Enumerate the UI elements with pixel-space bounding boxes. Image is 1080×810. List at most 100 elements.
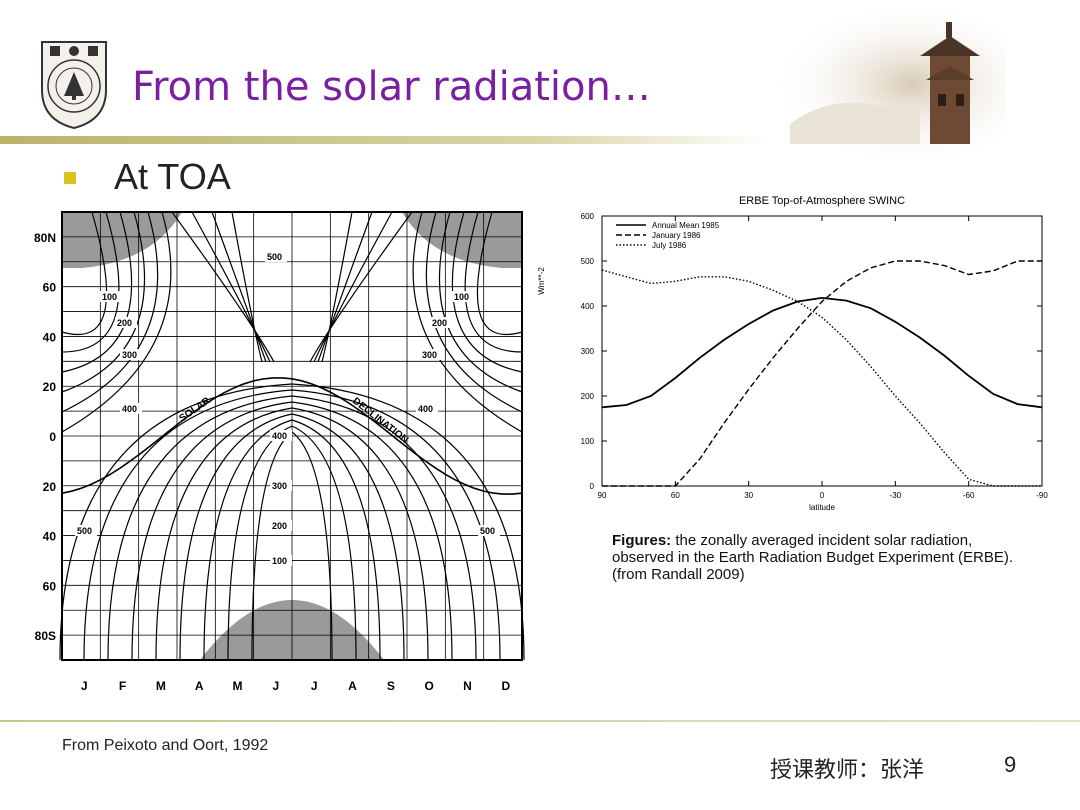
month-tick-label: J (272, 679, 279, 693)
series-line (601, 269, 1042, 487)
lat-tick-label: 40 (43, 530, 57, 544)
x-tick-label: -30 (890, 491, 902, 500)
contour-label-bg (478, 525, 500, 536)
month-tick-label: O (424, 679, 433, 693)
contour-label-bg (416, 403, 438, 414)
plot-frame (601, 215, 1043, 487)
lat-tick-label: 80N (34, 231, 56, 245)
month-tick-label: D (501, 679, 510, 693)
lat-tick-label: 60 (43, 281, 57, 295)
series-line (601, 296, 1043, 409)
contour-label-bg (270, 480, 292, 491)
x-tick-label: 0 (820, 491, 825, 500)
contour-label: 300 (122, 350, 137, 360)
figure-caption: Figures: the zonally averaged incident s… (612, 532, 1032, 583)
y-tick-label: 100 (581, 437, 595, 446)
x-tick-label: -90 (1036, 491, 1048, 500)
y-tick-label: 200 (581, 392, 595, 401)
contour-line (61, 211, 172, 433)
y-tick-label: 300 (581, 347, 595, 356)
contour-line (313, 211, 393, 363)
lat-tick-label: 20 (43, 480, 57, 494)
y-tick-label: 400 (581, 302, 595, 311)
page-number: 9 (1004, 752, 1017, 777)
contour-line (171, 211, 275, 363)
month-tick-label: N (463, 679, 472, 693)
contour-label-bg (75, 525, 97, 536)
contour-label-bg (115, 317, 137, 328)
contour-line (321, 211, 353, 363)
erbe-line-chart: ERBE Top-of-Atmosphere SWINC010020030040… (537, 195, 1048, 512)
campus-tower-photo (770, 14, 1006, 154)
y-tick-label: 0 (590, 482, 595, 491)
contour-label: 500 (77, 526, 92, 536)
solar-declination-curve (61, 377, 523, 495)
contour-label-bg (452, 291, 474, 302)
contour-line (59, 383, 525, 661)
contour-label-bg (270, 555, 292, 566)
contour-label: 500 (267, 252, 282, 262)
x-tick-label: 60 (671, 491, 680, 500)
contour-line (227, 425, 357, 661)
lat-tick-label: 20 (43, 380, 57, 394)
contour-label: 200 (117, 318, 132, 328)
contour-label: 100 (454, 292, 469, 302)
teacher-name: 授课教师：张洋 (770, 757, 925, 782)
contour-line (179, 413, 405, 661)
x-tick-label: 90 (598, 491, 607, 500)
month-tick-label: J (81, 679, 88, 693)
month-tick-label: S (387, 679, 395, 693)
lat-tick-label: 40 (43, 330, 57, 344)
contour-line (155, 407, 429, 661)
x-axis-label: latitude (809, 503, 835, 512)
title-underline (0, 136, 770, 144)
plot-frame (61, 211, 523, 661)
contour-line (203, 419, 381, 661)
month-tick-label: F (119, 679, 126, 693)
contour-label: 500 (480, 526, 495, 536)
month-tick-label: J (311, 679, 318, 693)
month-tick-label: M (233, 679, 243, 693)
contour-label-bg (270, 430, 292, 441)
contour-line (412, 211, 523, 433)
source-note: From Peixoto and Oort, 1992 (62, 737, 269, 754)
legend-label: Annual Mean 1985 (652, 221, 720, 230)
contour-label: 100 (272, 556, 287, 566)
bullet-marker (64, 172, 76, 184)
contour-label-bg (100, 291, 122, 302)
contour-line (425, 211, 523, 413)
contour-line (191, 211, 271, 363)
chart-title: ERBE Top-of-Atmosphere SWINC (739, 195, 905, 207)
insolation-contour-chart: SOLAR DECLINATION500100200300400100200300… (34, 211, 525, 693)
contour-line (61, 211, 108, 336)
contour-line (61, 211, 120, 353)
contour-label-bg (120, 403, 142, 414)
contour-label-bg (430, 317, 452, 328)
contour-label-bg (270, 520, 292, 531)
contour-line (476, 211, 523, 336)
contours (59, 211, 525, 661)
contour-line (83, 389, 501, 661)
x-tick-label: 30 (744, 491, 753, 500)
contour-label: 300 (422, 350, 437, 360)
contour-line (451, 211, 523, 373)
legend-label: January 1986 (652, 231, 701, 240)
contour-label: 400 (122, 404, 137, 414)
contour-label: 400 (418, 404, 433, 414)
contour-label: 100 (102, 292, 117, 302)
y-tick-label: 500 (581, 257, 595, 266)
month-tick-label: M (156, 679, 166, 693)
contour-label: 400 (272, 431, 287, 441)
university-seal-icon (41, 41, 107, 130)
caption-bold: Figures: (612, 532, 672, 549)
lat-tick-label: 60 (43, 579, 57, 593)
page-title: From the solar radiation… (132, 64, 651, 110)
legend-label: July 1986 (652, 241, 687, 250)
contour-label-bg (420, 349, 442, 360)
footer-rule (0, 720, 1080, 722)
y-tick-label: 600 (581, 212, 595, 221)
contour-line (61, 211, 159, 413)
contour-line (231, 211, 263, 363)
y-axis-label: Wm**-2 (537, 267, 546, 295)
contour-line (107, 395, 477, 661)
